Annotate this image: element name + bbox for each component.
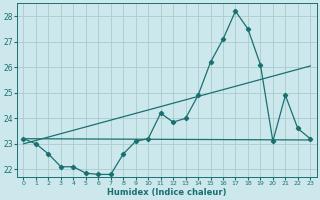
X-axis label: Humidex (Indice chaleur): Humidex (Indice chaleur) — [107, 188, 227, 197]
